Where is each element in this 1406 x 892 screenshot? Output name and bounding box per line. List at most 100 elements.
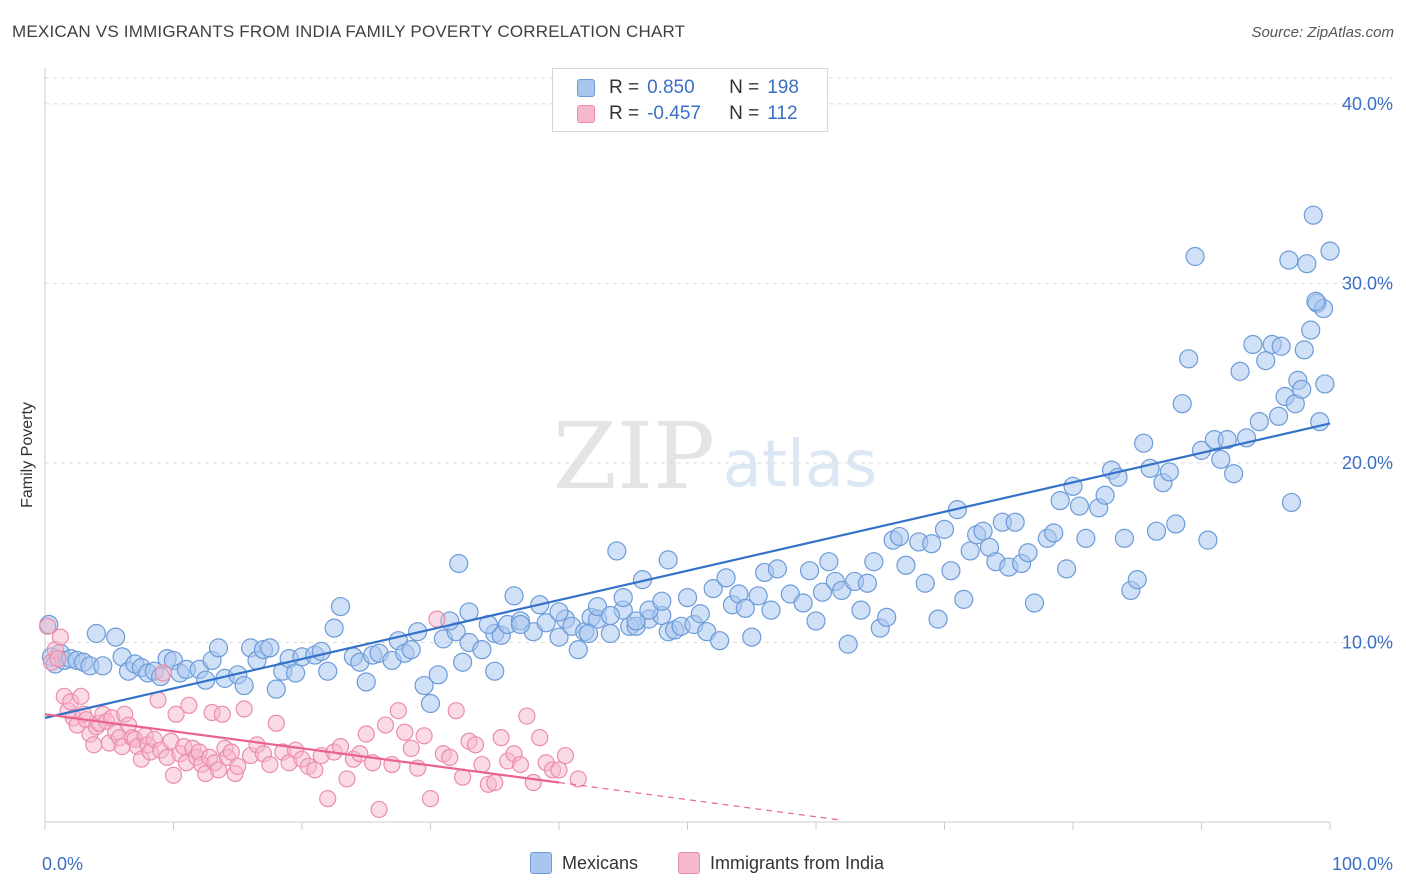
point-mexicans [1185,246,1205,267]
point-mexicans [504,586,524,606]
legend-swatch-pink [678,852,700,874]
point-india [441,748,459,766]
point-mexicans [934,519,955,539]
point-mexicans [767,559,788,579]
point-india [518,707,536,725]
r-value: 0.850 [647,77,695,98]
trend-line-mexicans [44,422,1331,719]
point-india [473,755,491,774]
point-india [550,761,568,779]
point-mexicans [536,613,556,633]
r-label: R = [609,77,640,98]
point-mexicans [472,640,492,660]
x-tick-label: 0.0% [42,854,83,874]
point-india [447,702,465,720]
point-mexicans [1146,521,1167,541]
legend-swatch-blue [530,852,552,874]
point-mexicans [1281,492,1302,513]
point-mexicans [677,587,698,608]
point-india [235,700,253,718]
point-india [164,766,183,784]
legend-row-india: R = -0.457 N = 112 [577,103,798,125]
point-india [222,743,240,761]
point-india [351,745,369,763]
point-mexicans [420,693,441,714]
point-mexicans [1056,559,1077,579]
point-mexicans [1320,241,1340,261]
point-mexicans [896,555,916,575]
point-mexicans [1249,412,1269,432]
point-mexicans [428,665,448,685]
point-mexicans [941,561,961,581]
point-mexicans [1294,340,1314,360]
point-mexicans [1050,491,1070,511]
point-mexicans [812,582,833,602]
point-mexicans [922,534,942,554]
point-mexicans [401,640,421,660]
point-mexicans [1166,514,1186,534]
legend-item-mexicans[interactable]: Mexicans [530,852,638,874]
point-mexicans [1292,379,1312,399]
point-mexicans [864,552,884,572]
point-mexicans [877,607,897,627]
point-india [531,729,549,747]
point-india [85,736,103,754]
point-india [49,650,67,668]
point-india [51,628,70,646]
trend-line-india-extension [558,781,842,821]
point-mexicans [973,521,993,541]
r-value: -0.457 [647,103,701,124]
point-india [167,705,185,723]
point-india [421,790,440,808]
point-mexicans [761,600,781,620]
point-mexicans [260,638,280,658]
watermark-atlas: atlas [723,428,878,502]
n-label: N = [729,103,760,124]
point-mexicans [851,600,871,620]
point-mexicans [1243,334,1263,355]
point-mexicans [748,586,768,606]
point-mexicans [208,638,229,658]
point-mexicans [1179,349,1199,369]
tick-labels: 10.0% 20.0% 30.0% 40.0% 0.0% 100.0% [42,94,1393,874]
point-mexicans [1172,394,1192,414]
point-india [229,757,247,775]
point-mexicans [449,553,469,574]
n-value: 112 [767,103,798,124]
point-mexicans [710,631,730,651]
point-india [486,773,504,792]
point-mexicans [607,541,627,561]
point-mexicans [549,602,569,622]
point-india [213,705,231,723]
point-mexicans [1256,351,1276,371]
axes [44,68,1331,830]
point-mexicans [960,541,980,561]
y-tick-label: 30.0% [1342,273,1393,293]
point-mexicans [735,598,755,618]
watermark: ZIP atlas [553,403,877,510]
point-india [261,755,279,774]
point-mexicans [311,641,331,662]
point-mexicans [1069,496,1090,516]
point-mexicans [954,589,974,609]
n-value: 198 [767,77,799,98]
point-mexicans [928,609,948,629]
point-india [389,702,407,720]
point-mexicans [1095,485,1115,505]
legend-label: Immigrants from India [710,852,885,873]
y-tick-label: 20.0% [1342,453,1393,473]
point-mexicans [793,593,813,613]
legend-swatch-pink [577,105,595,123]
point-mexicans [1211,449,1231,469]
watermark-zip: ZIP [553,403,715,510]
point-mexicans [1224,464,1244,484]
point-india [267,714,285,732]
legend-item-india[interactable]: Immigrants from India [678,852,884,874]
point-mexicans [86,623,107,644]
point-mexicans [356,672,376,692]
x-tick-label: 100.0% [1332,854,1393,874]
point-india [466,736,485,754]
point-mexicans [1306,291,1326,311]
point-mexicans [1076,528,1096,548]
